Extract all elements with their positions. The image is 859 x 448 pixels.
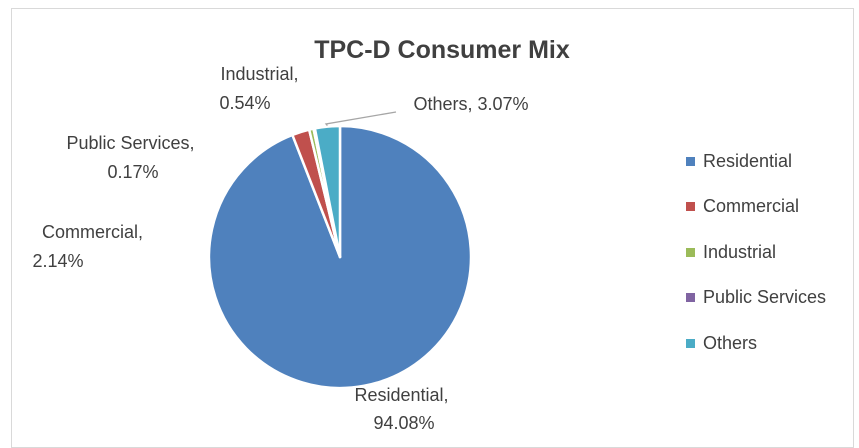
data-label-residential: Residential, 94.08% bbox=[354, 385, 453, 433]
pie-slice-others bbox=[313, 124, 342, 259]
legend-swatch bbox=[686, 247, 695, 257]
legend-label: Others bbox=[703, 332, 758, 353]
legend-item-commercial: Commercial bbox=[686, 196, 826, 218]
leader-line-others bbox=[324, 111, 397, 127]
data-label-commercial: Commercial, 2.14% bbox=[32, 222, 148, 271]
legend-swatch bbox=[686, 202, 695, 211]
legend-item-others: Others bbox=[686, 332, 826, 354]
data-label-others: Others, 3.07% bbox=[413, 94, 528, 114]
legend-item-industrial: Industrial bbox=[686, 241, 826, 263]
legend-item-residential: Residential bbox=[686, 150, 826, 172]
data-label-public-services: Public Services, 0.17% bbox=[66, 133, 199, 182]
legend-label: Industrial bbox=[703, 241, 777, 262]
legend-item-public-services: Public Services bbox=[686, 287, 826, 309]
leader-lines bbox=[324, 111, 397, 127]
legend-swatch bbox=[686, 156, 695, 166]
legend-label: Public Services bbox=[703, 287, 827, 307]
legend-swatch bbox=[686, 338, 695, 348]
legend-label: Residential bbox=[703, 150, 793, 171]
legend-label: Commercial bbox=[703, 196, 800, 216]
data-label-industrial: Industrial, 0.54% bbox=[219, 64, 303, 113]
chart-title: TPC-D Consumer Mix bbox=[314, 36, 570, 64]
legend: Residential Commercial Industrial Public Se… bbox=[686, 150, 826, 378]
legend-swatch bbox=[686, 293, 695, 302]
pie-chart: TPC-D Consumer Mix Residential, 94.08% C… bbox=[32, 36, 570, 433]
pie-slices bbox=[207, 124, 473, 390]
